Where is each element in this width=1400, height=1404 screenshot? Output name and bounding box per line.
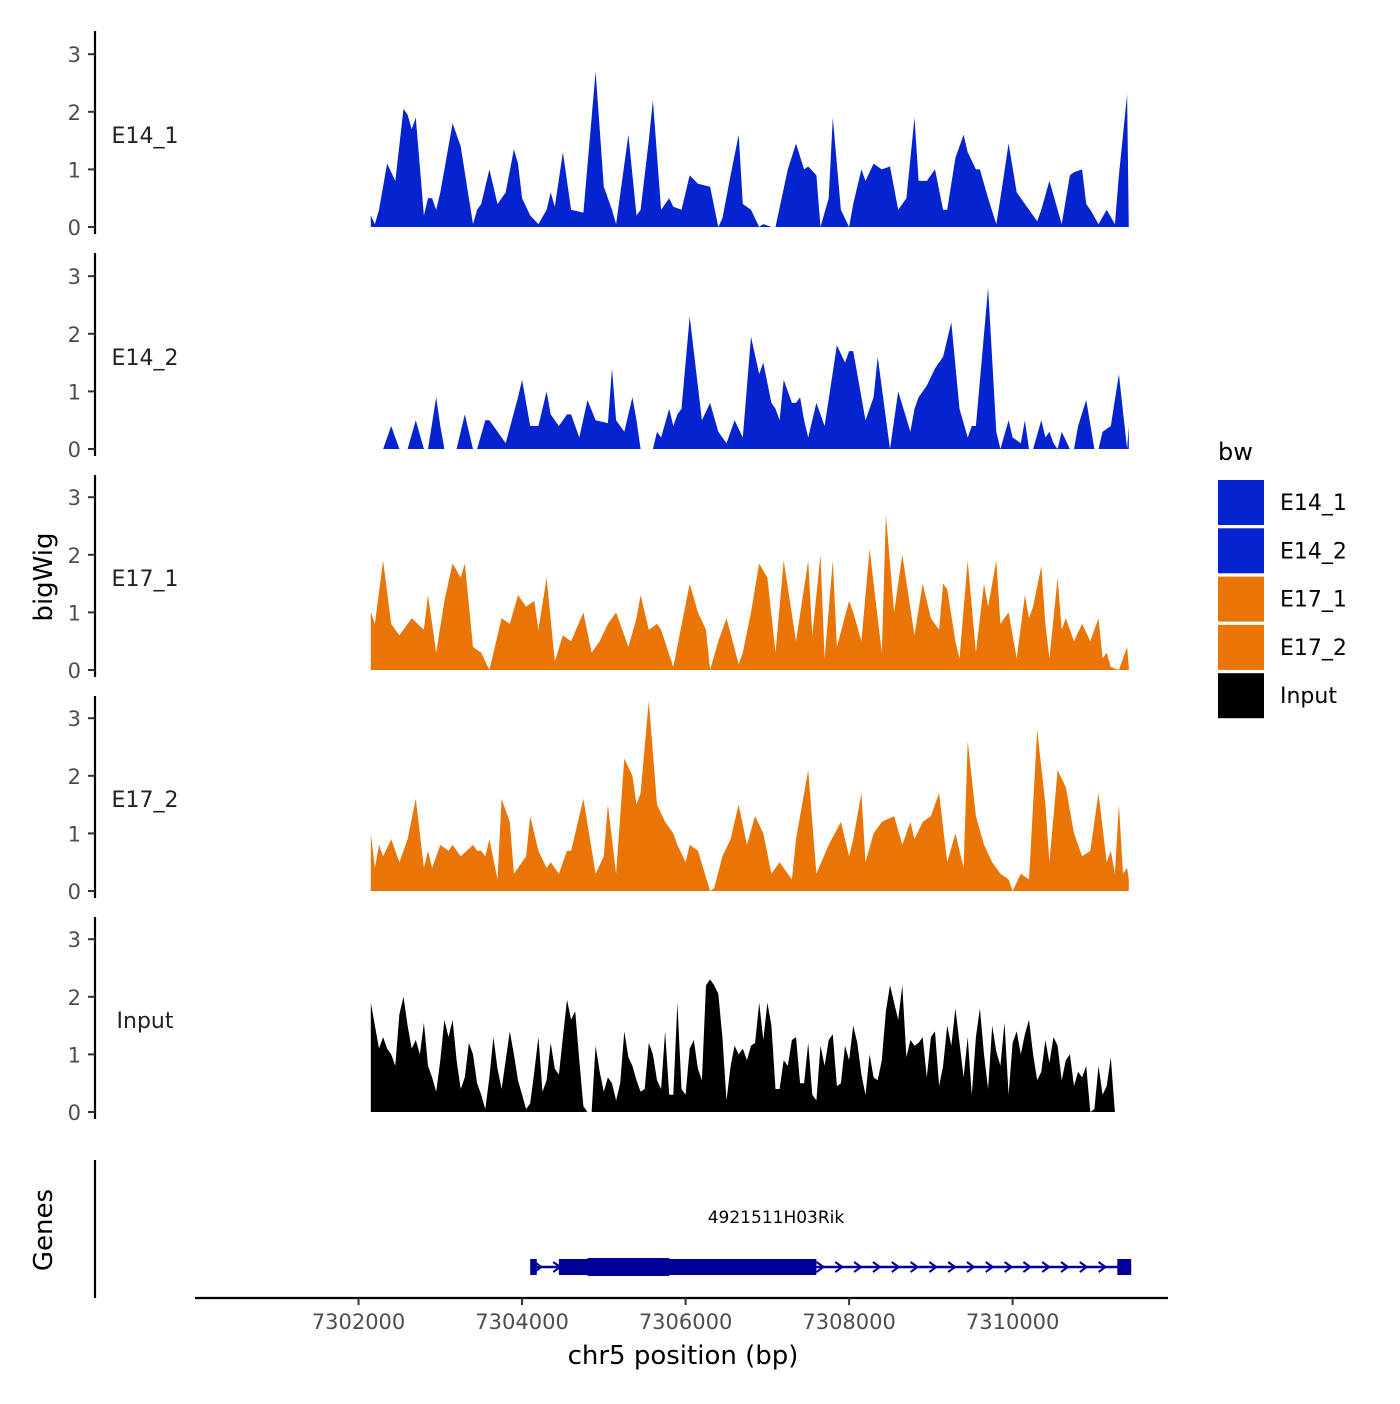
legend-label: E17_1	[1280, 588, 1347, 613]
y-tick-label: 3	[68, 265, 81, 289]
y-tick-label: 0	[68, 438, 81, 462]
strand-arrow	[1041, 1261, 1051, 1273]
strand-arrow	[834, 1261, 845, 1273]
strand-arrow	[966, 1261, 976, 1273]
coverage-area-e14-2	[383, 287, 1129, 449]
strand-arrow	[872, 1261, 882, 1273]
coverage-area-e17-1	[370, 514, 1129, 670]
y-tick-label: 3	[68, 486, 81, 510]
track-label: E17_1	[112, 567, 179, 592]
track-label: E14_1	[112, 124, 179, 149]
track-label: E17_2	[112, 788, 179, 813]
genes-axis-title: Genes	[29, 1189, 59, 1271]
legend-label: Input	[1280, 684, 1337, 709]
strand-arrow	[947, 1261, 957, 1273]
coverage-area-input	[370, 979, 1115, 1112]
legend-swatch	[1218, 624, 1264, 670]
y-tick-label: 1	[68, 601, 81, 625]
tracks-layer: 0 1 2 3 E14_1 0 1 2 3 E14_2 0 1 2 3 E17_1 0 1 2 3 E17_2 0 1 2 3…	[68, 31, 1129, 1125]
gene-exon	[530, 1259, 537, 1275]
strand-arrow	[1003, 1261, 1014, 1273]
track-e14-1: 0 1 2 3 E14_1	[68, 31, 1129, 240]
track-e14-2: 0 1 2 3 E14_2	[68, 253, 1129, 462]
track-label: E14_2	[112, 346, 179, 371]
y-tick-label: 3	[68, 707, 81, 731]
strand-arrow	[815, 1261, 826, 1273]
legend-swatch	[1218, 576, 1264, 622]
strand-arrow	[1098, 1261, 1108, 1273]
x-axis-title: chr5 position (bp)	[568, 1341, 799, 1371]
legend-label: E14_2	[1280, 539, 1347, 564]
strand-arrow	[1022, 1261, 1033, 1273]
x-axis: 7302000 7304000 7306000 7308000 7310000	[195, 1296, 1168, 1334]
strand-arrow	[928, 1261, 939, 1273]
legend: E14_1 E14_2 E17_1 E17_2 Input	[1218, 480, 1347, 719]
x-tick-label: 7310000	[966, 1310, 1060, 1334]
y-axis-title: bigWig	[29, 532, 59, 621]
x-tick-label: 7308000	[802, 1310, 896, 1334]
gene-exon	[1117, 1259, 1132, 1275]
strand-arrow	[1079, 1261, 1089, 1273]
y-tick-label: 0	[68, 216, 81, 240]
y-tick-label: 0	[68, 659, 81, 683]
y-tick-label: 2	[68, 986, 81, 1010]
coverage-area-e14-1	[370, 71, 1129, 227]
legend-swatch	[1218, 673, 1264, 719]
y-tick-label: 1	[68, 1043, 81, 1067]
genes-layer	[93, 1160, 1132, 1298]
y-tick-label: 0	[68, 880, 81, 904]
legend-swatch	[1218, 528, 1264, 574]
legend-swatch	[1218, 480, 1264, 525]
gene-cds-block	[587, 1258, 670, 1276]
y-tick-label: 2	[68, 765, 81, 789]
strand-arrow	[891, 1261, 901, 1273]
legend-label: E17_2	[1280, 636, 1347, 661]
x-tick-label: 7306000	[639, 1310, 733, 1334]
x-tick-label: 7302000	[312, 1310, 406, 1334]
y-tick-label: 1	[68, 822, 81, 846]
track-e17-1: 0 1 2 3 E17_1	[68, 475, 1129, 683]
strand-arrow	[909, 1261, 920, 1273]
y-tick-label: 2	[68, 544, 81, 568]
track-input: 0 1 2 3 Input	[68, 917, 1115, 1125]
strand-arrow	[985, 1261, 995, 1273]
legend-title: bw	[1218, 438, 1253, 466]
strand-arrow	[853, 1261, 863, 1273]
y-tick-label: 1	[68, 380, 81, 404]
legend-label: E14_1	[1280, 491, 1347, 516]
y-tick-label: 3	[68, 43, 81, 67]
y-tick-label: 0	[68, 1101, 81, 1125]
strand-arrow	[1060, 1261, 1070, 1273]
gene-label: 4921511H03Rik	[708, 1208, 845, 1228]
y-tick-label: 3	[68, 928, 81, 952]
x-tick-label: 7304000	[475, 1310, 569, 1334]
y-tick-label: 2	[68, 101, 81, 125]
y-tick-label: 2	[68, 323, 81, 347]
y-tick-label: 1	[68, 158, 81, 182]
track-e17-2: 0 1 2 3 E17_2	[68, 696, 1129, 904]
coverage-area-e17-2	[370, 700, 1129, 891]
track-label: Input	[117, 1009, 174, 1034]
